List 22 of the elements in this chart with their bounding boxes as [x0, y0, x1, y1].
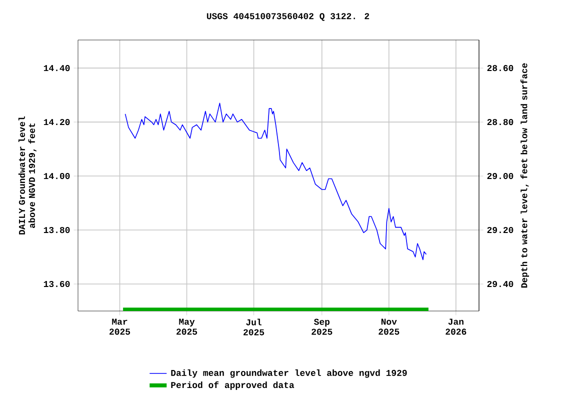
y-tick-label: 13.60: [44, 280, 70, 287]
x-tick-label: May 2025: [176, 318, 198, 334]
x-tick-label: Jul 2025: [244, 318, 264, 336]
y2-tick-label: 29.00: [487, 172, 514, 179]
y2-tick-label: 28.80: [487, 118, 514, 125]
y2-axis-title: Depth to water level, feet below land surface: [520, 63, 530, 288]
x-tick-label: Nov 2025: [378, 318, 400, 334]
y-tick-label: 14.20: [44, 118, 70, 125]
y2-tick-label: 29.40: [487, 280, 514, 287]
legend-label: Daily mean groundwater level above ngvd 1929: [171, 369, 407, 378]
line-series: [124, 102, 427, 260]
x-tick-label: Mar 2025: [110, 318, 130, 334]
y-tick-label: 14.40: [44, 64, 70, 71]
y-tick-label: 14.00: [44, 172, 70, 179]
y2-tick-label: 28.60: [487, 64, 514, 71]
x-tick-label: Sep 2025: [312, 318, 332, 335]
y2-tick-label: 29.20: [487, 226, 514, 233]
y-tick-label: 13.80: [44, 226, 70, 233]
x-tick-label: Jan 2026: [446, 318, 466, 334]
legend-label: Period of approved data: [171, 381, 294, 390]
chart-title: USGS 404510073560402 Q 3122. 2: [206, 12, 370, 21]
y-axis-title: DAILY Groundwater level above NGVD 1929, feet: [18, 116, 36, 234]
